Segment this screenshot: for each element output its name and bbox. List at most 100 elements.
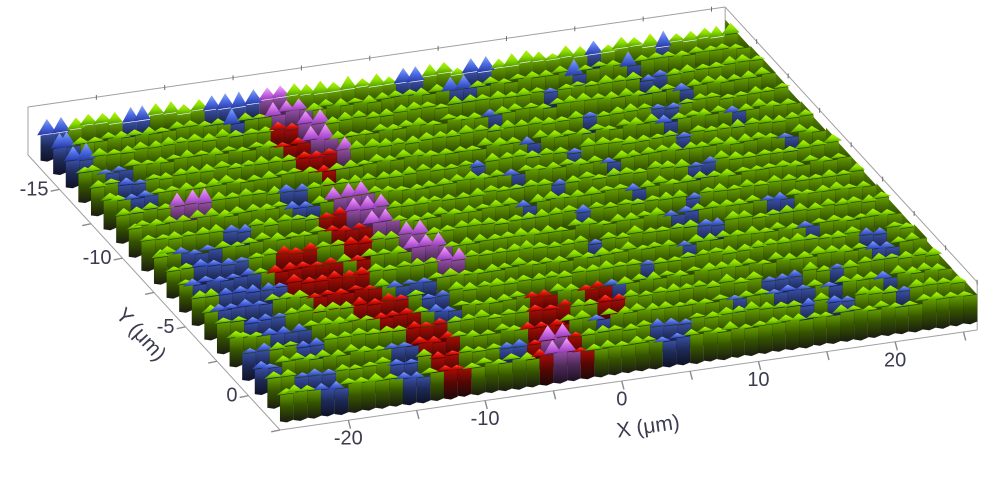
surface-cone bbox=[627, 335, 647, 345]
surface-cone bbox=[809, 218, 828, 224]
surface-cone bbox=[316, 123, 335, 141]
surface-cone bbox=[837, 215, 857, 222]
surface-cone bbox=[585, 155, 604, 163]
surface-cone bbox=[596, 185, 616, 192]
surface-cone bbox=[75, 166, 94, 174]
surface-cone bbox=[652, 144, 671, 152]
surface-cone bbox=[435, 246, 454, 261]
surface-cell-skirt bbox=[648, 338, 663, 370]
surface-cone bbox=[341, 131, 361, 138]
surface-cone bbox=[647, 207, 666, 217]
surface-cell-skirt bbox=[525, 358, 540, 388]
surface-cone bbox=[365, 263, 386, 272]
surface-cone bbox=[832, 304, 850, 314]
surface-cone bbox=[331, 288, 350, 296]
surface-cone bbox=[680, 219, 701, 228]
surface-cone bbox=[371, 193, 390, 208]
y-axis-tick-label: 0 bbox=[226, 385, 237, 407]
surface-cone bbox=[794, 251, 815, 259]
surface-cone bbox=[815, 265, 833, 272]
surface-cone bbox=[535, 289, 553, 298]
surface-cone bbox=[705, 170, 723, 178]
surface-cell-skirt bbox=[580, 349, 595, 380]
surface-cone bbox=[927, 291, 946, 301]
surface-cone bbox=[408, 371, 425, 379]
x-axis-tick bbox=[757, 361, 762, 371]
surface-cone bbox=[288, 214, 307, 221]
surface-cone bbox=[660, 239, 677, 247]
surface-cone bbox=[226, 129, 245, 138]
surface-cone bbox=[708, 327, 728, 334]
surface-cone bbox=[646, 160, 665, 169]
surface-cone bbox=[801, 261, 819, 271]
surface-cone bbox=[625, 149, 642, 157]
surface-cone bbox=[176, 279, 194, 285]
surface-cone bbox=[100, 192, 120, 201]
surface-cone bbox=[805, 173, 825, 180]
surface-cone bbox=[638, 179, 656, 188]
surface-cone bbox=[551, 146, 570, 154]
surface-cone bbox=[451, 146, 469, 153]
surface-cone bbox=[454, 74, 473, 90]
surface-cone bbox=[576, 64, 594, 71]
surface-cone bbox=[502, 91, 521, 98]
surface-cone bbox=[502, 277, 520, 285]
surface-cone bbox=[797, 189, 817, 195]
surface-cone bbox=[699, 75, 717, 84]
surface-cone bbox=[758, 301, 775, 310]
surface-cone bbox=[447, 364, 466, 371]
surface-cone bbox=[430, 318, 449, 325]
surface-cone bbox=[578, 252, 598, 259]
surface-cone bbox=[473, 172, 493, 180]
surface-cone bbox=[239, 237, 259, 245]
surface-cone bbox=[636, 103, 653, 110]
surface-cone bbox=[678, 174, 697, 183]
surface-cone bbox=[439, 113, 458, 121]
surface-cone bbox=[530, 51, 548, 62]
surface-cone bbox=[221, 224, 241, 233]
surface-cell-skirt bbox=[115, 214, 131, 244]
surface-cone bbox=[426, 272, 446, 279]
surface-cone bbox=[803, 125, 821, 134]
surface-cell-skirt bbox=[512, 357, 527, 390]
surface-cone bbox=[444, 208, 464, 216]
surface-cone bbox=[735, 243, 755, 252]
surface-cone bbox=[780, 252, 798, 261]
surface-cone bbox=[670, 269, 690, 277]
surface-cone bbox=[171, 168, 190, 176]
surface-cone bbox=[380, 76, 398, 86]
surface-cone bbox=[834, 169, 853, 176]
surface-cone bbox=[865, 285, 885, 295]
surface-cone bbox=[580, 298, 599, 306]
surface-cone bbox=[768, 148, 787, 154]
surface-cone bbox=[779, 145, 800, 153]
surface-cone bbox=[800, 154, 820, 162]
surface-cone bbox=[247, 252, 266, 259]
surface-cone bbox=[658, 160, 677, 169]
surface-cone bbox=[151, 127, 172, 134]
surface-cone bbox=[675, 205, 696, 213]
surface-cone bbox=[461, 58, 480, 74]
surface-cone bbox=[199, 133, 219, 142]
surface-cone bbox=[634, 320, 653, 327]
surface-cone bbox=[941, 291, 960, 299]
surface-cone bbox=[227, 206, 247, 215]
surface-cone bbox=[174, 214, 192, 223]
surface-cone bbox=[609, 213, 627, 223]
surface-cone bbox=[556, 299, 573, 307]
surface-cell-skirt bbox=[40, 133, 55, 162]
surface-cone bbox=[57, 131, 76, 149]
surface-cone bbox=[260, 327, 279, 336]
surface-cone bbox=[824, 295, 844, 304]
surface-cone bbox=[805, 279, 824, 287]
surface-cone bbox=[737, 103, 755, 111]
surface-cone bbox=[895, 285, 913, 292]
surface-cone bbox=[717, 168, 737, 178]
surface-cone bbox=[870, 252, 888, 261]
surface-cone bbox=[494, 186, 513, 192]
surface-cone bbox=[277, 292, 297, 300]
surface-cell-skirt bbox=[553, 351, 568, 384]
surface-cone bbox=[561, 95, 579, 103]
surface-cone bbox=[730, 305, 748, 313]
